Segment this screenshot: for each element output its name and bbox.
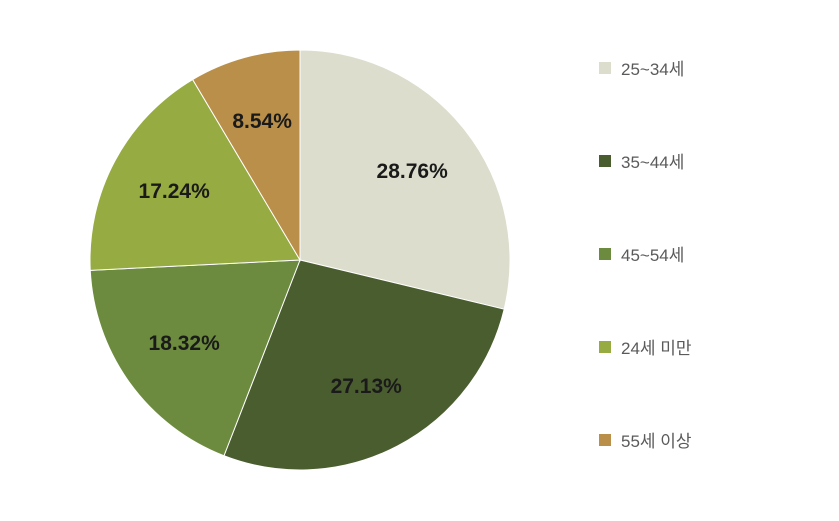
slice-label-4: 8.54% — [232, 110, 292, 134]
legend-swatch-4 — [599, 434, 611, 446]
legend-text-4: 55세 이상 — [621, 427, 692, 452]
legend-swatch-2 — [599, 248, 611, 260]
chart-legend: 25~34세 35~44세 45~54세 24세 미만 55세 이상 — [599, 55, 779, 520]
slice-label-3: 17.24% — [139, 180, 210, 204]
pie-chart-area: 28.76% 27.13% 18.32% 17.24% 8.54% — [70, 30, 530, 490]
legend-swatch-3 — [599, 341, 611, 353]
slice-label-2: 18.32% — [149, 332, 220, 356]
legend-text-3: 24세 미만 — [621, 334, 692, 359]
legend-swatch-1 — [599, 155, 611, 167]
slice-label-0: 28.76% — [377, 160, 448, 184]
legend-text-0: 25~34세 — [621, 55, 684, 80]
slice-label-1: 27.13% — [331, 375, 402, 399]
legend-item-2: 45~54세 — [599, 241, 779, 266]
legend-text-2: 45~54세 — [621, 241, 684, 266]
legend-item-1: 35~44세 — [599, 148, 779, 173]
legend-text-1: 35~44세 — [621, 148, 684, 173]
legend-item-4: 55세 이상 — [599, 427, 779, 452]
legend-swatch-0 — [599, 62, 611, 74]
pie-chart-svg — [70, 30, 530, 490]
legend-item-0: 25~34세 — [599, 55, 779, 80]
legend-item-3: 24세 미만 — [599, 334, 779, 359]
